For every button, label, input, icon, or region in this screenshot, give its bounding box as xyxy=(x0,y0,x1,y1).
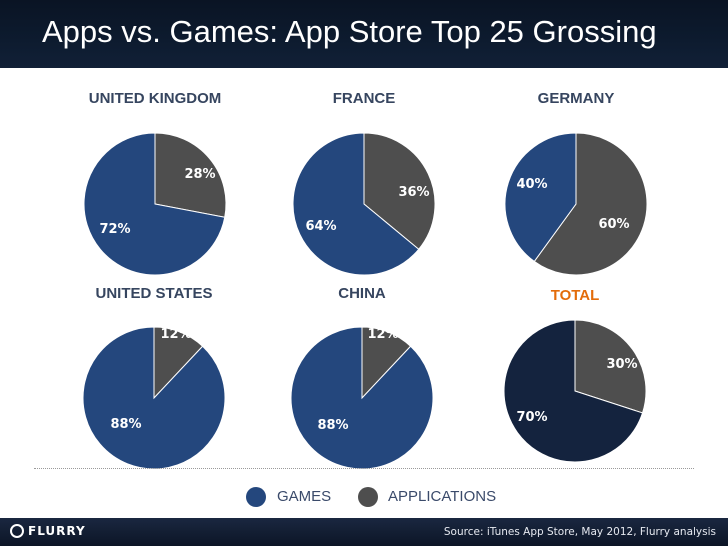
pie-chart: FRANCE 64% 36% xyxy=(292,90,436,276)
legend-applications-swatch xyxy=(358,487,378,507)
flurry-logo-icon xyxy=(10,524,24,538)
pie-chart-title: CHINA xyxy=(338,285,386,302)
pie-label-applications: 28% xyxy=(184,167,215,182)
pie-chart-title: UNITED KINGDOM xyxy=(89,90,222,107)
divider xyxy=(34,468,694,469)
pie-label-games: 64% xyxy=(305,219,336,234)
pie-label-applications: 12% xyxy=(367,327,398,342)
pie-slice-applications xyxy=(574,319,647,414)
pie-label-games: 40% xyxy=(516,177,547,192)
pie-chart-title: GERMANY xyxy=(538,90,615,107)
pie-slice-applications xyxy=(154,132,227,218)
pie-slice-games xyxy=(503,319,644,463)
pie-chart-title: TOTAL xyxy=(551,287,600,304)
pie-chart: UNITED KINGDOM 72% 28% xyxy=(83,90,227,276)
pie-slice-games xyxy=(290,326,434,470)
legend: GAMES APPLICATIONS xyxy=(0,483,728,511)
pie-label-games: 72% xyxy=(99,222,130,237)
pie-label-applications: 30% xyxy=(606,357,637,372)
legend-games-swatch xyxy=(246,487,266,507)
pie-slice-games xyxy=(82,326,226,470)
pie-slice-games xyxy=(292,132,420,276)
pie-chart: GERMANY 40% 60% xyxy=(504,90,648,276)
pie-label-applications: 12% xyxy=(160,327,191,342)
pie-chart-title: UNITED STATES xyxy=(96,285,213,302)
pie-label-games: 88% xyxy=(110,417,141,432)
pie-label-applications: 60% xyxy=(598,217,629,232)
pie-chart: TOTAL 70% 30% xyxy=(503,287,647,463)
pie-slice-applications xyxy=(363,132,436,250)
pie-slice-games xyxy=(504,132,577,263)
footer: FLURRY Source: iTunes App Store, May 201… xyxy=(0,518,728,546)
pie-label-games: 88% xyxy=(317,418,348,433)
pie-chart-title: FRANCE xyxy=(333,90,396,107)
flurry-logo-text: FLURRY xyxy=(28,524,86,538)
legend-games-label: GAMES xyxy=(277,488,332,505)
pie-slice-applications xyxy=(533,132,648,276)
pie-chart: CHINA 88% 12% xyxy=(290,285,434,470)
pie-label-applications: 36% xyxy=(398,185,429,200)
legend-applications-label: APPLICATIONS xyxy=(388,488,497,505)
pie-label-games: 70% xyxy=(516,410,547,425)
pie-chart: UNITED STATES 88% 12% xyxy=(82,285,226,470)
page-title: Apps vs. Games: App Store Top 25 Grossin… xyxy=(42,14,657,49)
title-bar: Apps vs. Games: App Store Top 25 Grossin… xyxy=(0,0,728,68)
source-note: Source: iTunes App Store, May 2012, Flur… xyxy=(443,526,716,538)
pie-slice-games xyxy=(83,132,226,276)
